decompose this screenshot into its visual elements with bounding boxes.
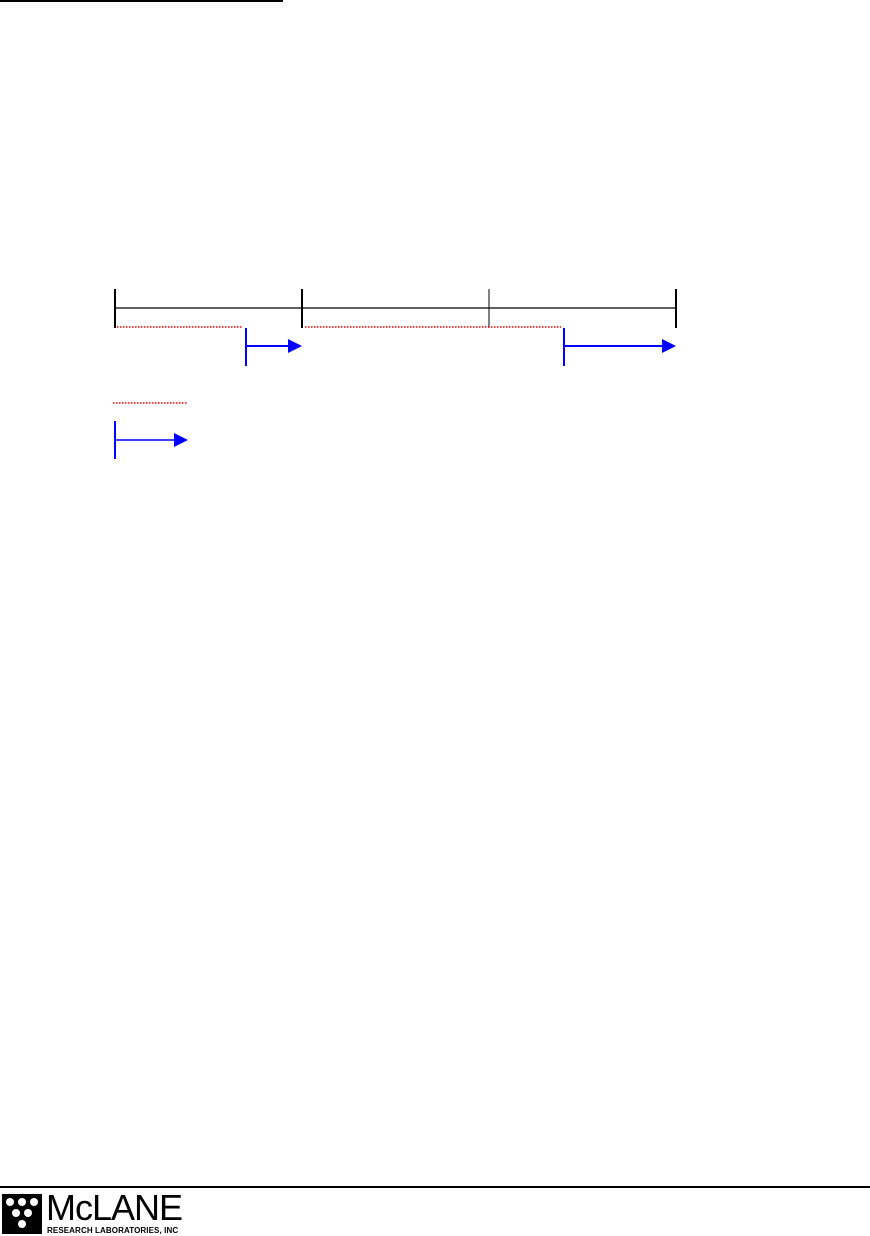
- hexagon-cluster-icon: [2, 1194, 42, 1234]
- legend: [113, 402, 188, 459]
- header-rule: [0, 0, 283, 2]
- footer-rule: [0, 1186, 870, 1188]
- logo-name: McLANE: [46, 1187, 183, 1228]
- mclane-logo: McLANE RESEARCH LABORATORIES, INC: [2, 1187, 202, 1236]
- legend-blue-arrow: [114, 421, 188, 459]
- arrow-intervals: [245, 328, 676, 366]
- timeline: [114, 289, 677, 328]
- logo-subtitle: RESEARCH LABORATORIES, INC: [47, 1226, 179, 1235]
- blue-arrow: [563, 328, 676, 366]
- blue-arrow: [245, 328, 302, 366]
